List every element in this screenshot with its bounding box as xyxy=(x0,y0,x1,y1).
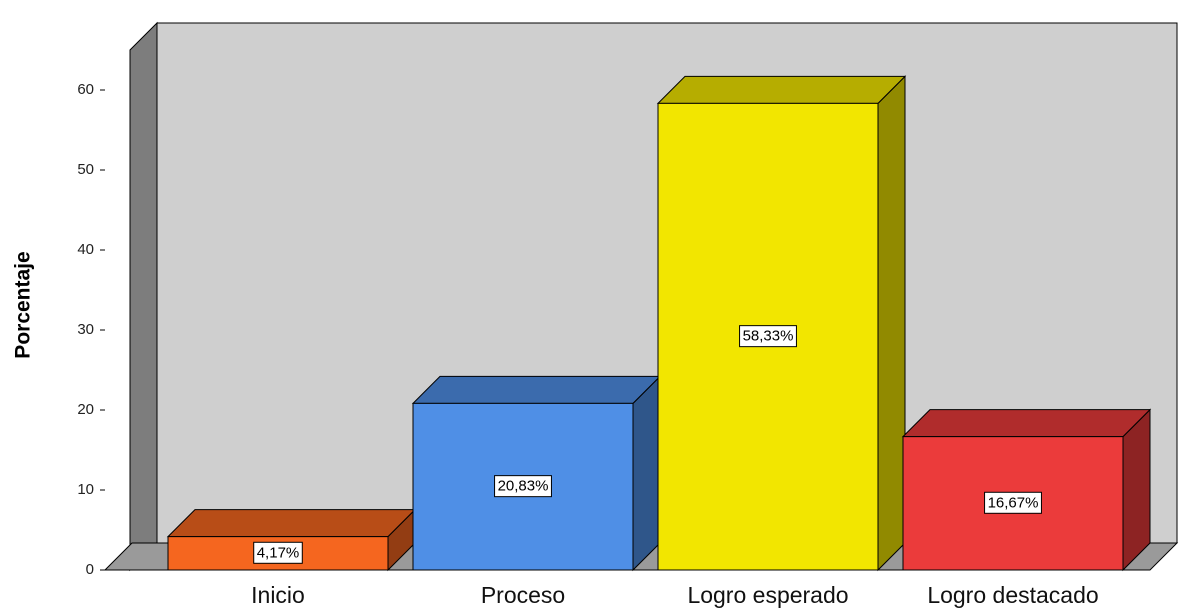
bar-top xyxy=(166,509,417,538)
x-tick-label: Logro destacado xyxy=(927,582,1098,608)
left-wall xyxy=(129,21,158,572)
value-label-box xyxy=(253,541,303,564)
y-tick-label: 40 xyxy=(77,241,94,258)
value-label: 16,67% xyxy=(988,494,1039,511)
value-label: 20,83% xyxy=(498,478,549,495)
x-tick-label: Inicio xyxy=(251,582,305,608)
bar-top xyxy=(656,75,907,104)
bar-top xyxy=(901,409,1152,438)
x-tick-label: Proceso xyxy=(481,582,565,608)
bar-side xyxy=(632,375,661,572)
bar-side xyxy=(1122,408,1151,572)
y-axis-label: Porcentaje xyxy=(12,251,35,358)
value-label-box xyxy=(494,475,552,498)
y-tick-label: 0 xyxy=(86,561,94,578)
value-label-box xyxy=(984,491,1042,514)
bar-top xyxy=(411,375,662,404)
bar-side xyxy=(877,75,906,572)
y-tick-label: 30 xyxy=(77,321,94,338)
value-label: 4,17% xyxy=(257,544,300,561)
x-tick-label: Logro esperado xyxy=(687,582,848,608)
y-tick-label: 20 xyxy=(77,401,94,418)
y-tick-label: 60 xyxy=(77,81,94,98)
value-label-box xyxy=(739,325,797,348)
value-label: 58,33% xyxy=(743,328,794,345)
y-tick-label: 10 xyxy=(77,481,94,498)
y-tick-label: 50 xyxy=(77,161,94,178)
